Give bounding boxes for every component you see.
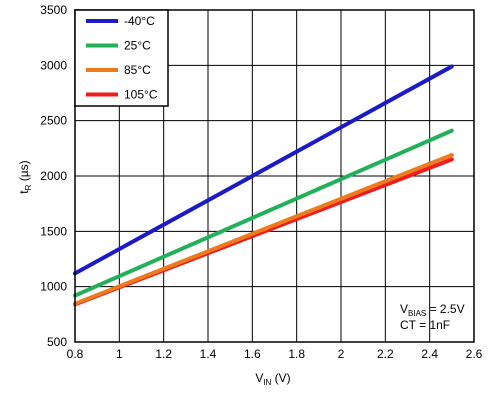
annotation: VBIAS = 2.5V CT = 1nF	[400, 302, 465, 332]
x-tick-label: 1	[116, 347, 123, 361]
legend-label: 105°C	[124, 88, 158, 102]
y-tick-label: 500	[47, 335, 67, 349]
x-tick-label: 0.8	[67, 347, 84, 361]
x-axis-title: VIN (V)	[255, 371, 290, 387]
legend-box	[74, 9, 169, 107]
series-layer	[73, 64, 454, 307]
series-line-0	[73, 64, 454, 276]
legend-label: 85°C	[124, 63, 151, 77]
x-tick-label: 2.6	[466, 347, 483, 361]
legend-label: 25°C	[124, 39, 151, 53]
y-tick-label: 1000	[40, 280, 67, 294]
plot-frame	[74, 9, 475, 343]
x-tick-label: 1.8	[288, 347, 305, 361]
series-line-1	[73, 128, 454, 298]
x-axis-ticks: 0.8 1 1.2 1.4 1.6 1.8 2 2.2 2.4 2.6	[67, 347, 483, 361]
x-tick-label: 2	[338, 347, 345, 361]
series-line-2	[73, 152, 454, 306]
y-tick-label: 1500	[40, 224, 67, 238]
x-tick-label: 1.4	[200, 347, 217, 361]
x-tick-label: 2.4	[421, 347, 438, 361]
x-tick-label: 1.2	[155, 347, 172, 361]
annotation-ct: CT = 1nF	[400, 318, 450, 332]
x-tick-label: 1.6	[244, 347, 261, 361]
legend: -40°C 25°C 85°C 105°C	[74, 9, 169, 107]
legend-label: -40°C	[124, 14, 155, 28]
y-tick-label: 3000	[40, 58, 67, 72]
y-tick-label: 2500	[40, 114, 67, 128]
y-tick-label: 2000	[40, 169, 67, 183]
y-axis-ticks: 500 1000 1500 2000 2500 3000 3500	[40, 3, 67, 349]
y-tick-label: 3500	[40, 3, 67, 17]
x-tick-label: 2.2	[377, 347, 394, 361]
annotation-bias: VBIAS = 2.5V	[400, 302, 465, 318]
y-axis-title: tR (µs)	[17, 160, 33, 193]
